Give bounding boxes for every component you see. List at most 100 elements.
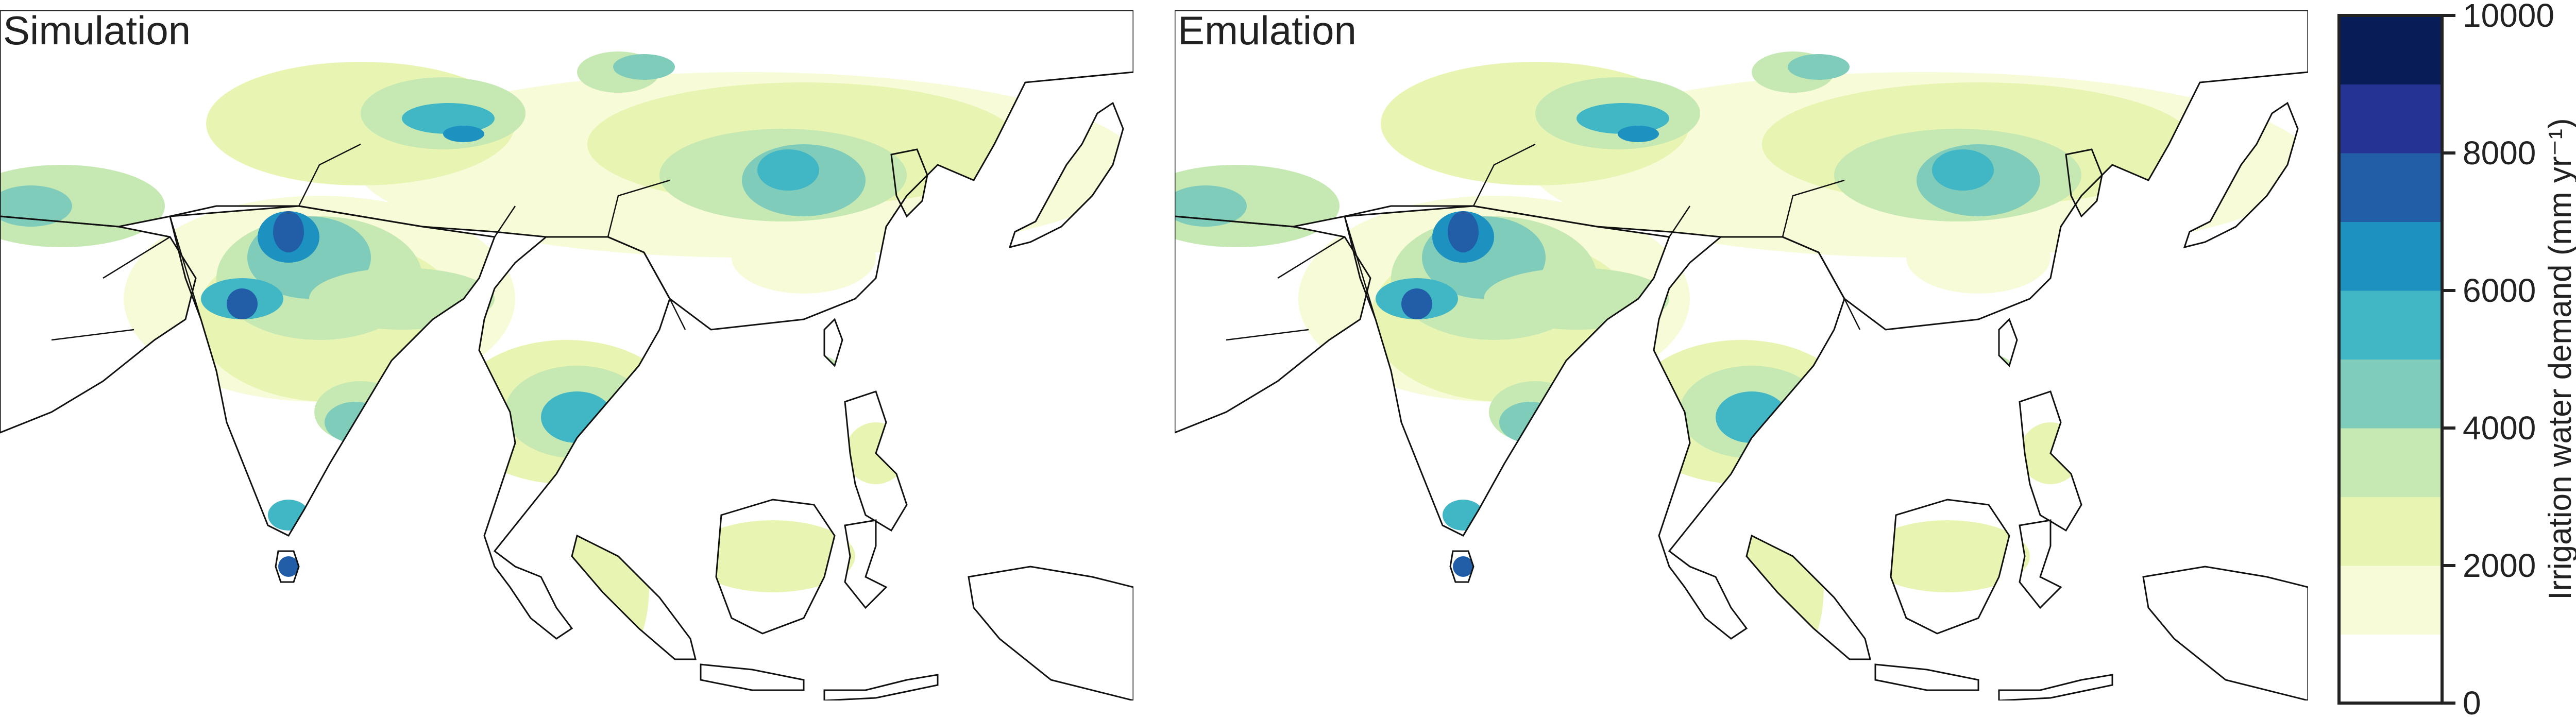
demand-region <box>268 500 309 531</box>
coastline <box>275 550 300 583</box>
colorbar-frame <box>2337 14 2444 705</box>
coastline <box>1874 663 1979 691</box>
country-border <box>51 329 134 341</box>
colorbar: 0 2000 4000 6000 8000 10000 Irrigation water … <box>2337 0 2576 718</box>
colorbar-segment <box>2339 221 2442 291</box>
land-new-guinea <box>969 567 1133 700</box>
coastline <box>0 215 197 434</box>
coastline <box>968 566 1133 700</box>
coastline <box>823 318 843 367</box>
demand-region <box>325 402 386 443</box>
coastline <box>1998 318 2018 367</box>
coastline <box>1175 10 2308 331</box>
emulation-map <box>1175 10 2308 700</box>
colorbar-segment <box>2339 84 2442 153</box>
demand-region <box>278 556 299 577</box>
demand-region <box>757 149 819 191</box>
demand-region <box>690 520 855 592</box>
coastline <box>478 236 671 640</box>
country-border <box>298 143 361 207</box>
coastline <box>571 534 697 660</box>
demand-region <box>1448 211 1479 252</box>
coastline <box>890 148 928 218</box>
colorbar-segment <box>2339 634 2442 704</box>
demand-region <box>0 185 72 227</box>
coastline <box>1175 215 1371 434</box>
coastline <box>2142 566 2308 700</box>
demand-region <box>1618 126 1659 142</box>
demand-region <box>1453 556 1473 577</box>
country-border <box>103 236 171 279</box>
colorbar-segments <box>2339 15 2442 704</box>
demand-region <box>1577 103 1669 134</box>
demand-region <box>1865 520 2030 592</box>
land-new-guinea <box>2143 567 2308 700</box>
colorbar-tick-label: 0 <box>2463 685 2481 718</box>
demand-region <box>1741 505 1824 670</box>
country-border <box>1344 216 1377 320</box>
demand-region <box>443 126 484 142</box>
coastline <box>1998 674 2113 700</box>
colorbar-tick-label: 2000 <box>2463 547 2536 584</box>
colorbar-segment <box>2339 428 2442 497</box>
colorbar-tick-label: 8000 <box>2463 134 2536 172</box>
coastline <box>2019 390 2082 532</box>
coastline <box>700 663 805 691</box>
demand-region <box>799 355 840 386</box>
land-lesser-sunda <box>824 675 938 700</box>
country-border <box>1472 143 1536 207</box>
demand-region <box>1716 391 1788 443</box>
country-border <box>1277 236 1345 279</box>
colorbar-segment <box>2339 153 2442 222</box>
country-border <box>1782 179 1845 237</box>
simulation-map <box>0 10 1133 700</box>
demand-region <box>1499 402 1561 443</box>
demand-region <box>1401 288 1432 319</box>
demand-region <box>1906 221 2050 294</box>
demand-region <box>732 221 876 294</box>
coastline <box>1745 534 1871 660</box>
coastline <box>2019 519 2062 609</box>
colorbar-tick-label: 4000 <box>2463 409 2536 447</box>
coastline <box>715 499 836 635</box>
coastline <box>844 390 908 532</box>
coastline <box>1890 499 2010 635</box>
demand-region <box>1443 500 1484 531</box>
coastline <box>1449 550 1475 583</box>
colorbar-segment <box>2339 497 2442 566</box>
simulation-map-panel: Simulation <box>0 10 1133 700</box>
colorbar-segment <box>2339 15 2442 84</box>
coastline <box>1653 236 1845 640</box>
land-java <box>701 664 804 690</box>
demand-region <box>1788 54 1850 80</box>
demand-region <box>1973 355 2014 386</box>
demand-region <box>567 505 649 670</box>
colorbar-tick-label: 10000 <box>2463 0 2554 34</box>
coastline <box>0 10 1133 331</box>
coastline <box>844 519 888 609</box>
demand-region <box>402 103 495 134</box>
colorbar-segment <box>2339 566 2442 635</box>
land-lesser-sunda <box>1999 675 2112 700</box>
coastline <box>2065 148 2103 218</box>
colorbar-tick-label: 6000 <box>2463 272 2536 309</box>
demand-region <box>1175 185 1247 227</box>
demand-region <box>309 268 495 330</box>
emulation-map-panel: Emulation <box>1175 10 2308 700</box>
country-border <box>169 216 202 320</box>
demand-region <box>1932 149 1994 191</box>
colorbar-segment <box>2339 290 2442 360</box>
country-border <box>607 179 670 237</box>
demand-region <box>273 211 304 252</box>
country-border <box>669 298 686 330</box>
demand-region <box>1484 268 1669 330</box>
sim-coastlines <box>0 10 1133 700</box>
coastline <box>2183 101 2299 249</box>
land-java <box>1875 664 1978 690</box>
country-border <box>494 206 516 237</box>
demand-region <box>613 54 675 80</box>
coastline <box>1008 101 1124 249</box>
emu-coastlines <box>1175 10 2308 700</box>
country-border <box>1843 298 1861 330</box>
coastline <box>823 674 939 700</box>
